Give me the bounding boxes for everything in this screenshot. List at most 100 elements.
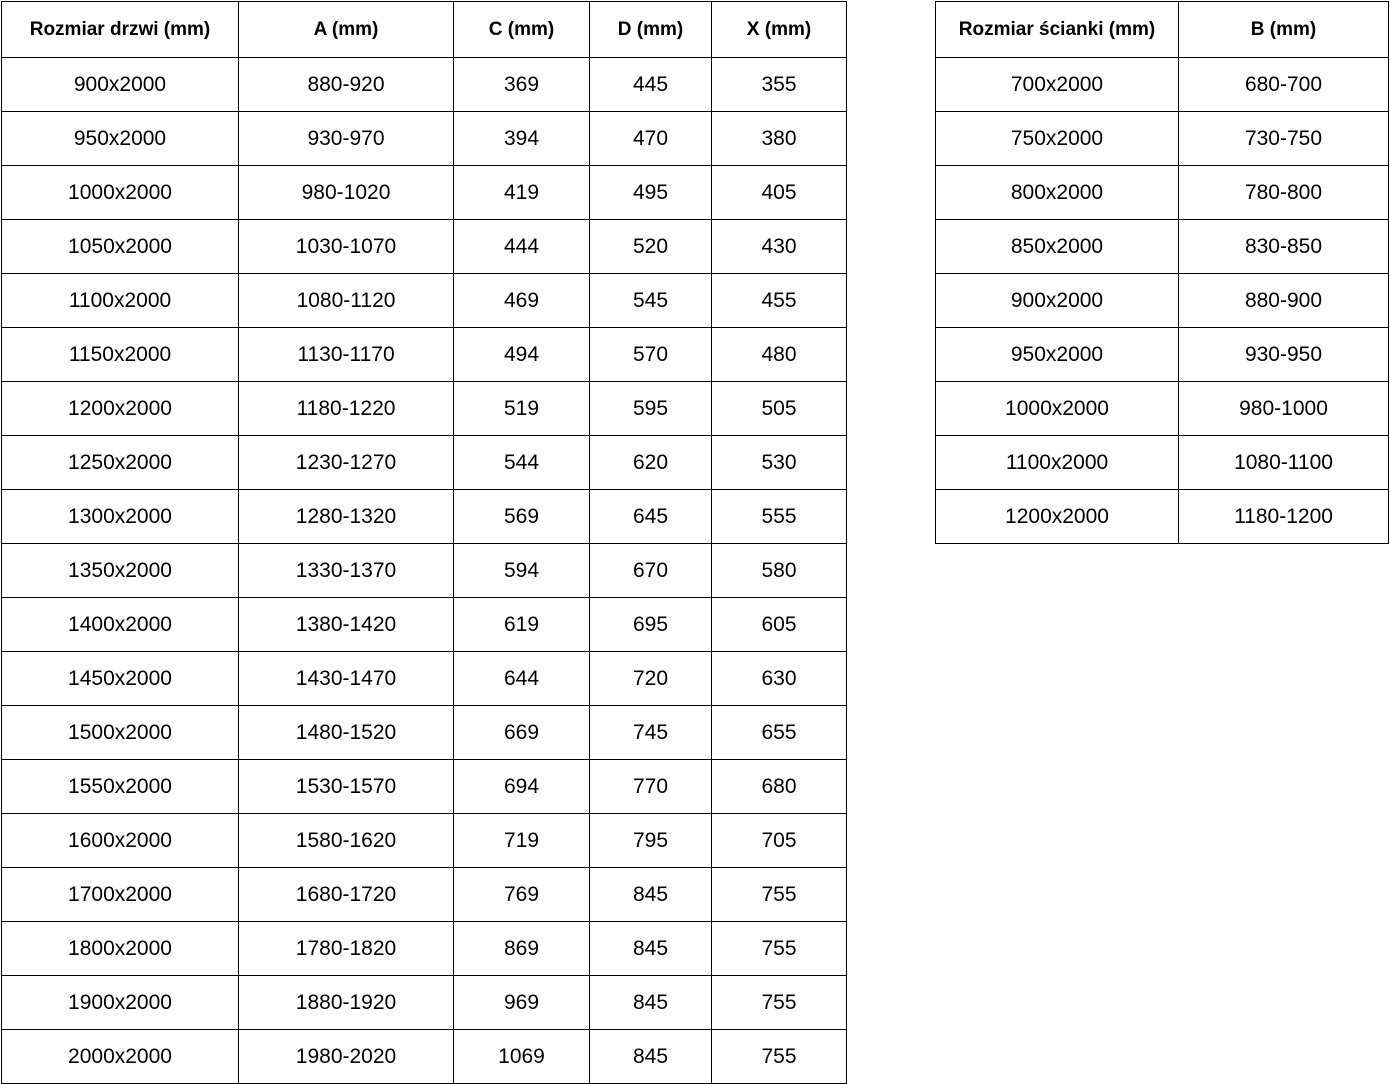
cell-a: 1330-1370 — [238, 543, 454, 598]
cell-b: 830-850 — [1178, 219, 1389, 274]
table-row: 1700x2000 1680-1720 769 845 755 — [1, 867, 847, 922]
cell-d: 470 — [589, 111, 712, 166]
cell-d: 545 — [589, 273, 712, 328]
cell-door-size: 1300x2000 — [1, 489, 239, 544]
cell-x: 505 — [711, 381, 847, 436]
cell-d: 720 — [589, 651, 712, 706]
cell-x: 630 — [711, 651, 847, 706]
table-row: 1900x2000 1880-1920 969 845 755 — [1, 975, 847, 1030]
cell-a: 1780-1820 — [238, 921, 454, 976]
table-row: 2000x2000 1980-2020 1069 845 755 — [1, 1029, 847, 1084]
cell-c: 494 — [453, 327, 590, 382]
cell-door-size: 1700x2000 — [1, 867, 239, 922]
column-header-c: C (mm) — [453, 1, 590, 58]
cell-d: 570 — [589, 327, 712, 382]
cell-d: 745 — [589, 705, 712, 760]
cell-c: 594 — [453, 543, 590, 598]
cell-c: 419 — [453, 165, 590, 220]
cell-a: 1180-1220 — [238, 381, 454, 436]
cell-c: 444 — [453, 219, 590, 274]
cell-x: 755 — [711, 921, 847, 976]
cell-wall-size: 850x2000 — [935, 219, 1179, 274]
cell-wall-size: 800x2000 — [935, 165, 1179, 220]
cell-x: 530 — [711, 435, 847, 490]
cell-wall-size: 900x2000 — [935, 273, 1179, 328]
column-header-x: X (mm) — [711, 1, 847, 58]
column-header-wall-size: Rozmiar ścianki (mm) — [935, 1, 1179, 58]
wall-table-header: Rozmiar ścianki (mm) B (mm) — [935, 1, 1389, 58]
cell-c: 869 — [453, 921, 590, 976]
cell-door-size: 1550x2000 — [1, 759, 239, 814]
cell-b: 1080-1100 — [1178, 435, 1389, 490]
wall-table-body: 700x2000 680-700 750x2000 730-750 800x2000 78… — [935, 57, 1389, 544]
table-row: 950x2000 930-970 394 470 380 — [1, 111, 847, 166]
table-row: 1200x2000 1180-1220 519 595 505 — [1, 381, 847, 436]
cell-c: 969 — [453, 975, 590, 1030]
cell-a: 1980-2020 — [238, 1029, 454, 1084]
cell-c: 519 — [453, 381, 590, 436]
cell-a: 880-920 — [238, 57, 454, 112]
table-row: 1450x2000 1430-1470 644 720 630 — [1, 651, 847, 706]
cell-a: 1080-1120 — [238, 273, 454, 328]
table-header-row: Rozmiar ścianki (mm) B (mm) — [935, 1, 1389, 58]
cell-c: 544 — [453, 435, 590, 490]
table-row: 800x2000 780-800 — [935, 165, 1389, 220]
table-row: 900x2000 880-900 — [935, 273, 1389, 328]
column-header-door-size: Rozmiar drzwi (mm) — [1, 1, 239, 58]
cell-d: 845 — [589, 921, 712, 976]
cell-b: 880-900 — [1178, 273, 1389, 328]
cell-x: 455 — [711, 273, 847, 328]
cell-a: 1130-1170 — [238, 327, 454, 382]
table-row: 1000x2000 980-1000 — [935, 381, 1389, 436]
table-row: 950x2000 930-950 — [935, 327, 1389, 382]
cell-wall-size: 950x2000 — [935, 327, 1179, 382]
table-row: 1150x2000 1130-1170 494 570 480 — [1, 327, 847, 382]
cell-b: 930-950 — [1178, 327, 1389, 382]
cell-door-size: 1600x2000 — [1, 813, 239, 868]
cell-c: 1069 — [453, 1029, 590, 1084]
cell-door-size: 1800x2000 — [1, 921, 239, 976]
cell-c: 569 — [453, 489, 590, 544]
cell-d: 495 — [589, 165, 712, 220]
cell-a: 980-1020 — [238, 165, 454, 220]
table-row: 1250x2000 1230-1270 544 620 530 — [1, 435, 847, 490]
cell-a: 1530-1570 — [238, 759, 454, 814]
cell-door-size: 950x2000 — [1, 111, 239, 166]
cell-a: 1580-1620 — [238, 813, 454, 868]
cell-c: 469 — [453, 273, 590, 328]
cell-door-size: 1350x2000 — [1, 543, 239, 598]
cell-x: 580 — [711, 543, 847, 598]
table-row: 850x2000 830-850 — [935, 219, 1389, 274]
cell-d: 845 — [589, 1029, 712, 1084]
cell-x: 680 — [711, 759, 847, 814]
cell-wall-size: 700x2000 — [935, 57, 1179, 112]
cell-c: 719 — [453, 813, 590, 868]
cell-wall-size: 1100x2000 — [935, 435, 1179, 490]
table-row: 1000x2000 980-1020 419 495 405 — [1, 165, 847, 220]
cell-d: 620 — [589, 435, 712, 490]
column-header-a: A (mm) — [238, 1, 454, 58]
cell-x: 605 — [711, 597, 847, 652]
table-header-row: Rozmiar drzwi (mm) A (mm) C (mm) D (mm) … — [1, 1, 847, 58]
table-row: 1100x2000 1080-1100 — [935, 435, 1389, 490]
cell-door-size: 1200x2000 — [1, 381, 239, 436]
cell-c: 769 — [453, 867, 590, 922]
cell-a: 1380-1420 — [238, 597, 454, 652]
cell-a: 1480-1520 — [238, 705, 454, 760]
cell-b: 730-750 — [1178, 111, 1389, 166]
cell-b: 780-800 — [1178, 165, 1389, 220]
cell-x: 480 — [711, 327, 847, 382]
cell-door-size: 1100x2000 — [1, 273, 239, 328]
cell-door-size: 1050x2000 — [1, 219, 239, 274]
cell-door-size: 1150x2000 — [1, 327, 239, 382]
cell-x: 755 — [711, 867, 847, 922]
cell-x: 655 — [711, 705, 847, 760]
cell-x: 430 — [711, 219, 847, 274]
door-table-header: Rozmiar drzwi (mm) A (mm) C (mm) D (mm) … — [1, 1, 847, 58]
cell-a: 1030-1070 — [238, 219, 454, 274]
cell-a: 1680-1720 — [238, 867, 454, 922]
cell-wall-size: 750x2000 — [935, 111, 1179, 166]
wall-dimensions-table: Rozmiar ścianki (mm) B (mm) 700x2000 680-… — [935, 1, 1389, 544]
cell-door-size: 900x2000 — [1, 57, 239, 112]
cell-d: 445 — [589, 57, 712, 112]
